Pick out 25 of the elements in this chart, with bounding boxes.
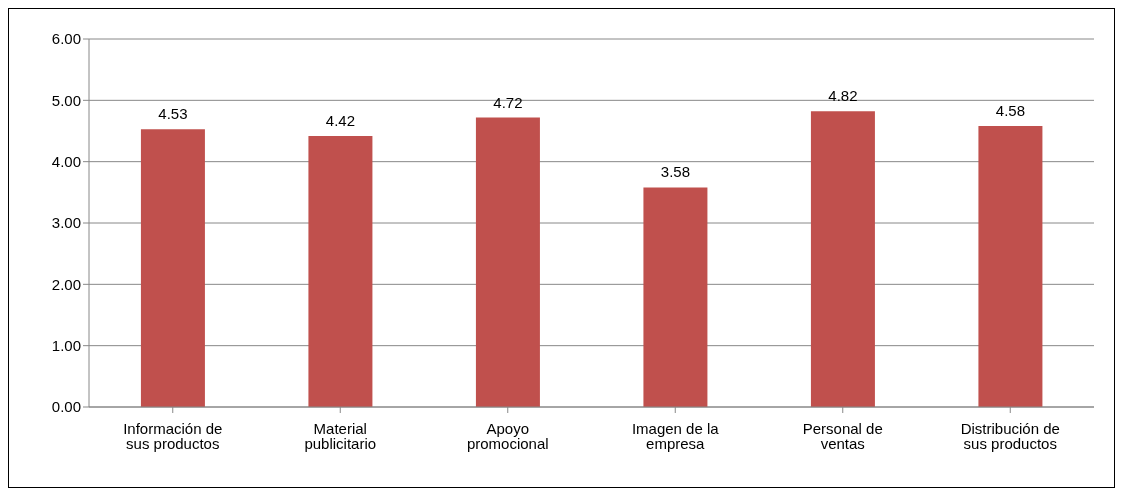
x-tick-label: Apoyo promocional [466, 419, 549, 452]
x-tick-label: Información de sus productos [123, 419, 223, 452]
bar [140, 129, 205, 407]
data-label: 4.53 [158, 105, 188, 123]
data-label: 4.72 [493, 93, 523, 111]
data-label: 4.82 [828, 87, 858, 105]
x-tick-label: Distribución de sus productos [960, 419, 1060, 452]
y-tick-label: 0.00 [51, 398, 81, 416]
y-tick-label: 3.00 [51, 214, 81, 232]
x-tick-label: Personal de ventas [802, 419, 883, 452]
x-tick-label: Material publicitario [304, 419, 377, 452]
bar [475, 117, 540, 407]
data-label: 4.42 [325, 111, 356, 129]
y-tick-label: 2.00 [51, 275, 81, 293]
x-tick-label: Imagen de la empresa [631, 419, 720, 452]
y-tick-label: 6.00 [51, 30, 81, 48]
bar [978, 126, 1043, 407]
bar [308, 135, 373, 407]
bar [810, 111, 875, 407]
data-label: 4.58 [995, 102, 1026, 120]
bar [643, 187, 708, 407]
data-label: 3.58 [660, 163, 691, 181]
y-tick-label: 5.00 [51, 91, 81, 109]
y-tick-label: 4.00 [51, 152, 81, 170]
y-tick-label: 1.00 [51, 336, 81, 354]
